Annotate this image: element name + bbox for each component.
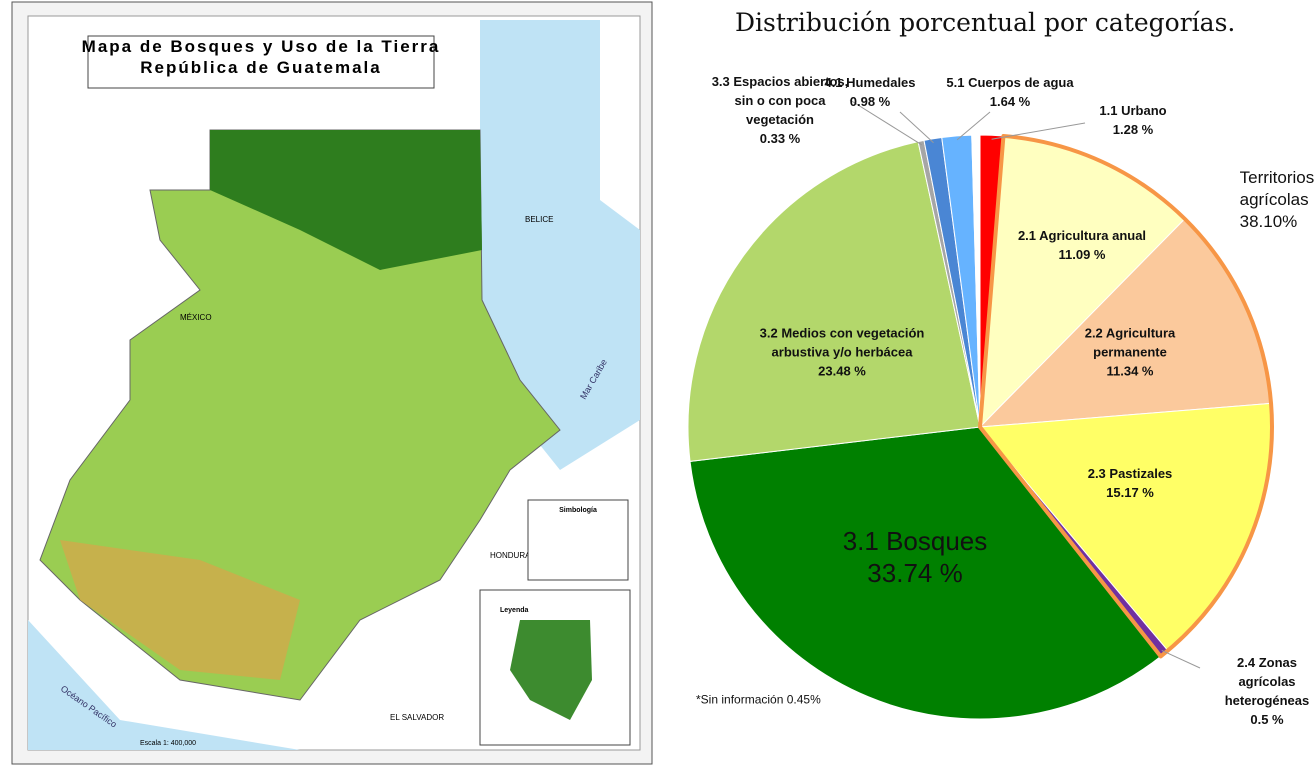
page: Mapa de Bosques y Uso de la Tierra Repúb… — [0, 0, 1315, 769]
category-label: 4.1 Humedales — [820, 73, 920, 92]
leader-line — [992, 123, 1085, 139]
value-label: 1.28 % — [1088, 120, 1178, 139]
value-label: 0.5 % — [1207, 710, 1315, 729]
note-value: 0.45% — [787, 693, 821, 707]
value-label: 0.33 % — [710, 129, 850, 148]
category-label: 5.1 Cuerpos de agua — [940, 73, 1080, 92]
value-label: 23.48 % — [752, 362, 932, 381]
chart-title: Distribución porcentual por categorías. — [735, 8, 1235, 37]
value-label: 15.17 % — [1070, 483, 1190, 502]
value-label: 11.34 % — [1065, 362, 1195, 381]
group-name: Territorios agrícolas — [1240, 167, 1315, 211]
note: *Sin información 0.45% — [696, 691, 821, 710]
category-label: 3.1 Bosques — [815, 525, 1015, 557]
note-name: *Sin información — [696, 693, 783, 707]
category-label: 1.1 Urbano — [1088, 101, 1178, 120]
group-value: 38.10% — [1240, 211, 1315, 233]
value-label: 11.09 % — [1007, 245, 1157, 264]
category-label: 2.3 Pastizales — [1070, 464, 1190, 483]
category-label: 2.4 Zonas agrícolas heterogéneas — [1207, 653, 1315, 710]
leader-line — [1162, 650, 1200, 668]
category-label: 2.1 Agricultura anual — [1007, 226, 1157, 245]
data-label: 3.2 Medios con vegetación arbustiva y/o … — [752, 324, 932, 381]
value-label: 1.64 % — [940, 92, 1080, 111]
category-label: 3.2 Medios con vegetación arbustiva y/o … — [752, 324, 932, 362]
value-label: 33.74 % — [815, 557, 1015, 589]
value-label: 0.98 % — [820, 92, 920, 111]
category-label: 2.2 Agricultura permanente — [1065, 324, 1195, 362]
leader-line — [900, 112, 934, 143]
